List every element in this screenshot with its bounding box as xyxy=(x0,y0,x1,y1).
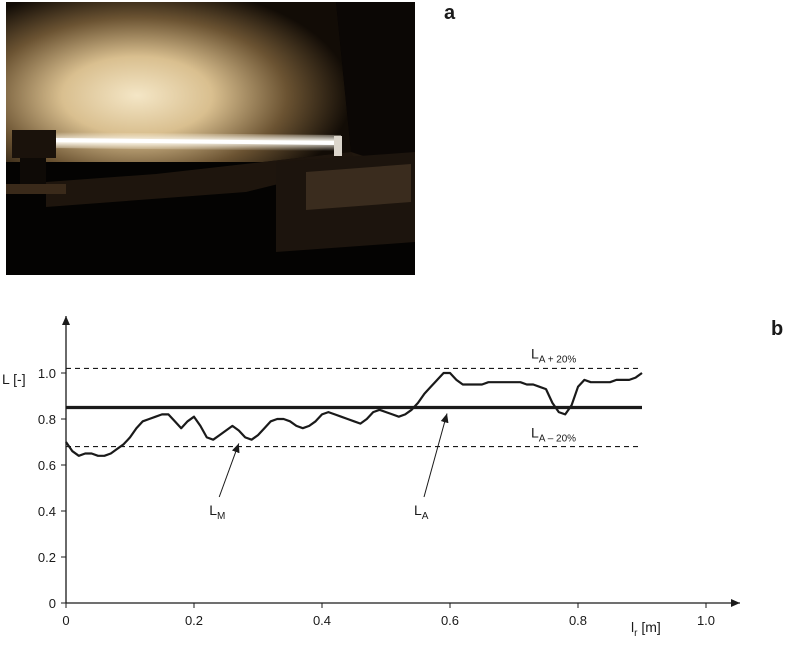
y-tick-label: 0.4 xyxy=(38,504,56,519)
y-tick-label: 0.6 xyxy=(38,458,56,473)
y-tick-label: 0.8 xyxy=(38,412,56,427)
x-tick-label: 0.6 xyxy=(441,613,459,628)
x-axis-label: lr [m] xyxy=(631,619,661,639)
x-tick-label: 0.4 xyxy=(313,613,331,628)
annotation-la-plus-20: LA + 20% xyxy=(531,345,576,365)
lit-fluorescent-tube-photo xyxy=(6,2,415,275)
illuminated-wall xyxy=(6,2,351,182)
y-tick-label: 0 xyxy=(49,596,56,611)
arrow-la xyxy=(423,413,449,498)
chart-axes xyxy=(62,316,740,607)
equipment-right xyxy=(276,136,415,252)
x-tick-label: 0.8 xyxy=(569,613,587,628)
series-line-l-m xyxy=(65,371,643,457)
y-tick-label: 1.0 xyxy=(38,366,56,381)
x-tick-label: 0 xyxy=(62,613,69,628)
x-tick-label: 1.0 xyxy=(697,613,715,628)
annotation-lm: LM xyxy=(209,502,225,522)
panel-label-b: b xyxy=(771,318,784,340)
luminance-chart: 0 0.2 0.4 0.6 0.8 1.0 0 0.2 0.4 0.6 0.8 1.0 LM LA LA … xyxy=(2,316,740,639)
annotation-la: LA xyxy=(414,502,429,522)
tube-holder-left xyxy=(6,130,66,194)
arrow-lm xyxy=(218,443,240,498)
annotation-la-minus-20: LA – 20% xyxy=(531,425,576,445)
y-axis-label: L [-] xyxy=(2,371,26,387)
chart-series xyxy=(65,367,643,457)
chart-ticks: 0 0.2 0.4 0.6 0.8 1.0 0 0.2 0.4 0.6 0.8 1.0 xyxy=(38,366,715,628)
fluorescent-tube xyxy=(46,132,341,151)
x-tick-label: 0.2 xyxy=(185,613,203,628)
chart-annotations: LM LA LA + 20% LA – 20% xyxy=(209,345,576,522)
panel-label-a: a xyxy=(444,2,456,24)
y-tick-label: 0.2 xyxy=(38,550,56,565)
